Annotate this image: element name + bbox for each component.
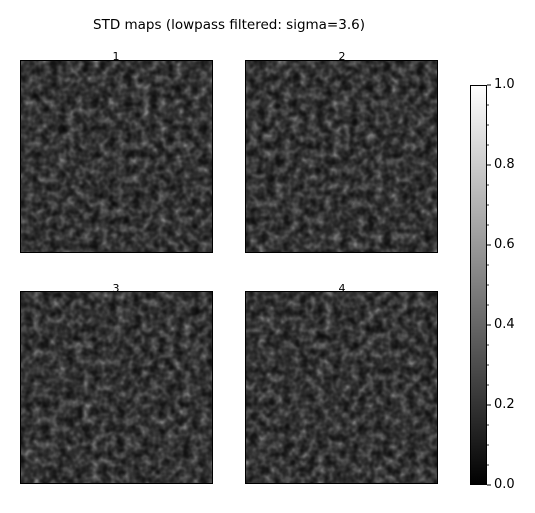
colorbar-tick-label: 0.0 <box>494 477 515 492</box>
panel-1-label: 1 <box>112 50 120 63</box>
colorbar-tick-label: 0.2 <box>494 397 515 412</box>
heatmap-image-2 <box>245 60 438 253</box>
heatmap-panel-4 <box>245 291 438 484</box>
colorbar-ticks <box>487 84 491 486</box>
panel-4-label: 4 <box>338 282 346 295</box>
colorbar-frame <box>470 85 487 485</box>
heatmap-frame-4 <box>245 291 438 484</box>
colorbar-tick-label: 0.8 <box>494 157 515 172</box>
heatmap-image-4 <box>245 291 438 484</box>
heatmap-panel-3 <box>20 291 213 484</box>
panel-3-label: 3 <box>112 282 120 295</box>
colorbar-tick-label: 1.0 <box>494 77 515 92</box>
heatmap-frame-3 <box>20 291 213 484</box>
heatmap-image-3 <box>20 291 213 484</box>
heatmap-image-1 <box>20 60 213 253</box>
colorbar-gradient <box>470 85 487 485</box>
colorbar-tick-label: 0.4 <box>494 317 515 332</box>
heatmap-frame-2 <box>245 60 438 253</box>
colorbar <box>470 84 491 486</box>
heatmap-panel-2 <box>245 60 438 253</box>
heatmap-panel-1 <box>20 60 213 253</box>
figure-title: STD maps (lowpass filtered: sigma=3.6) <box>93 17 365 33</box>
colorbar-tick-label: 0.6 <box>494 237 515 252</box>
heatmap-frame-1 <box>20 60 213 253</box>
panel-2-label: 2 <box>338 50 346 63</box>
